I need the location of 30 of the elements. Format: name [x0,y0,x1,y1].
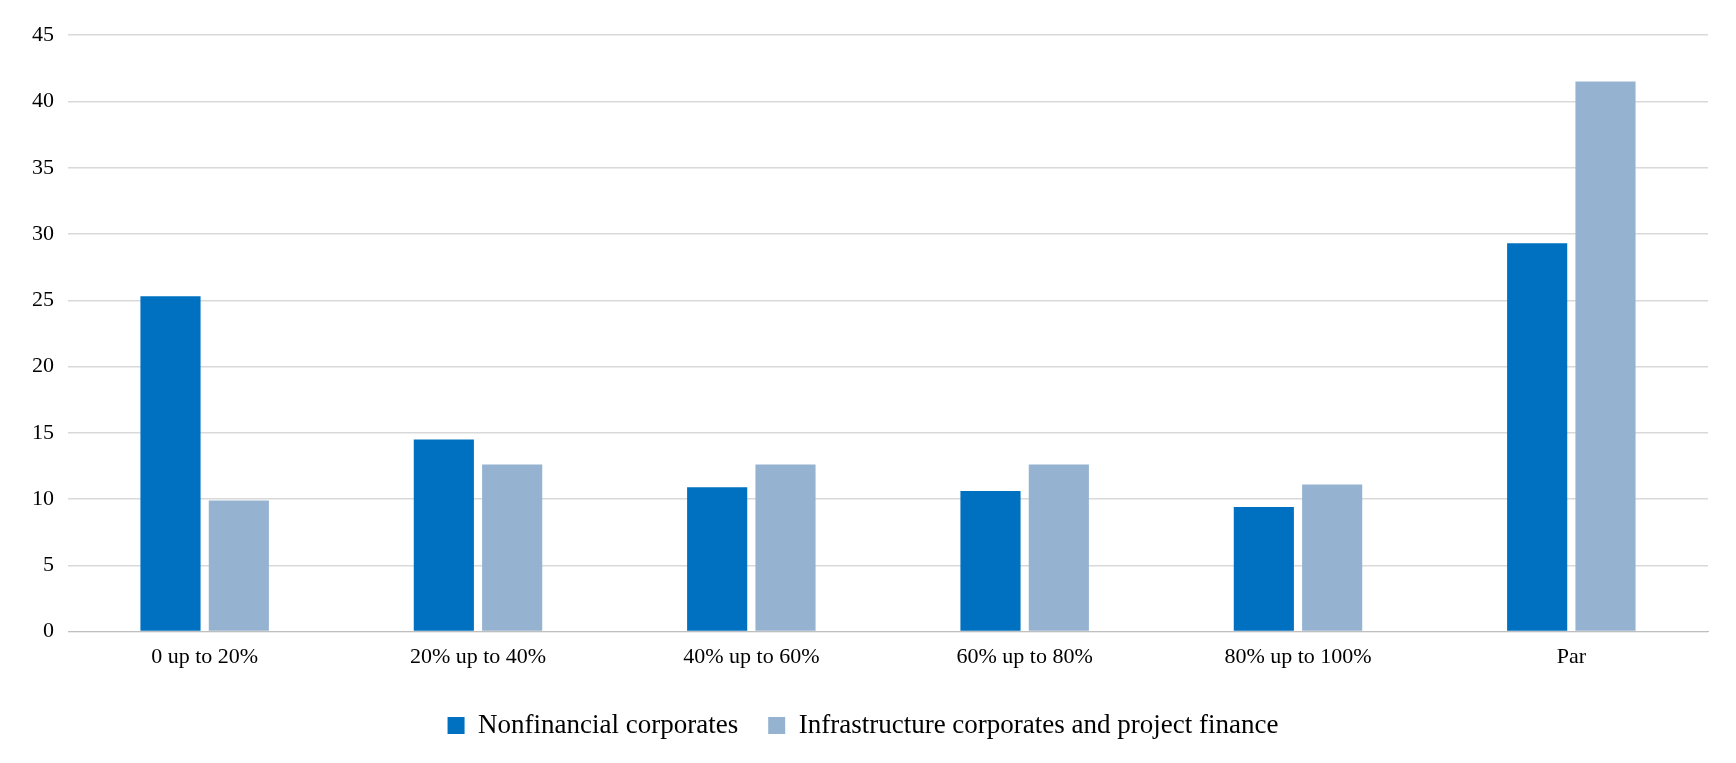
bar [1575,81,1636,631]
y-tick-label: 5 [43,551,54,577]
x-tick-label: 80% up to 100% [1224,642,1372,668]
bar [1233,507,1294,631]
legend-label: Infrastructure corporates and project finance [798,708,1279,739]
y-tick-label: 0 [43,617,54,643]
x-tick-label: 20% up to 40% [409,642,547,668]
bar [1302,484,1363,631]
y-tick-label: 15 [32,418,54,444]
y-tick-label: 40 [32,87,54,113]
bar [687,487,748,631]
bar [140,296,201,631]
x-tick-label: Par [1556,642,1587,668]
y-tick-label: 25 [32,286,54,312]
x-tick-label: 60% up to 80% [956,642,1093,668]
bar [1028,464,1089,631]
bar [482,464,543,631]
bar [413,439,474,631]
bar [1507,243,1568,631]
y-tick-label: 20 [32,352,54,378]
x-tick-label: 0 up to 20% [151,642,259,668]
y-tick-label: 10 [32,484,54,510]
x-tick-label: 40% up to 60% [683,642,820,668]
legend-label: Nonfinancial corporates [478,708,739,739]
y-tick-label: 35 [32,153,54,179]
y-tick-label: 45 [32,20,54,46]
y-tick-label: 30 [32,219,54,245]
bar [755,464,816,631]
bar [208,500,269,631]
bar [960,491,1021,631]
